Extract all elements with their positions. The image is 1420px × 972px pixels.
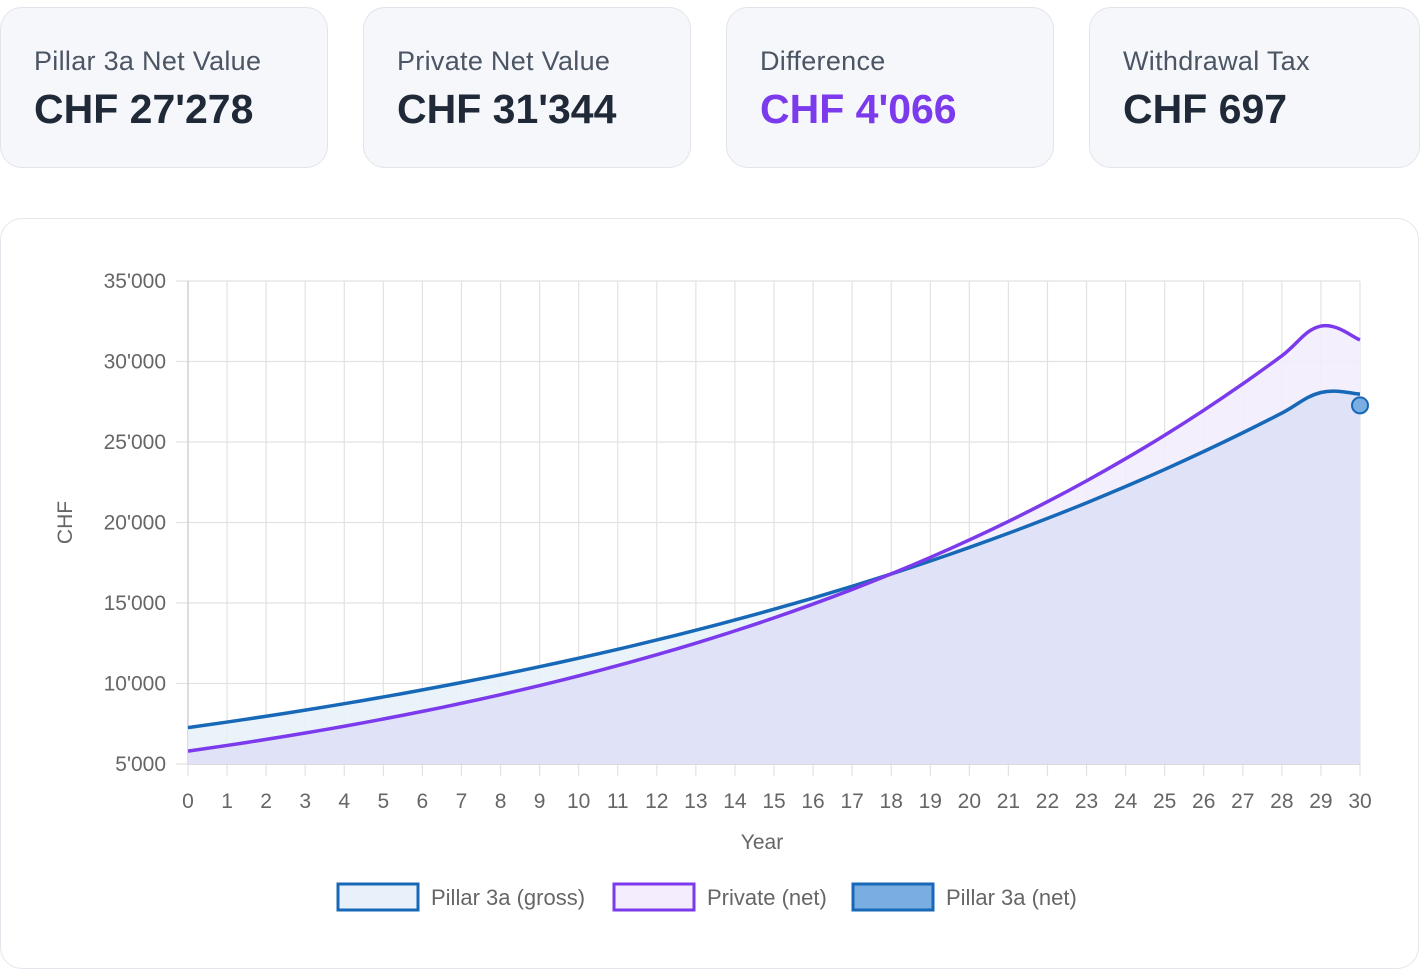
x-tick-label: 30 bbox=[1348, 790, 1371, 813]
card-value: CHF 4'066 bbox=[760, 86, 957, 132]
withdrawal-tax-card: Withdrawal Tax CHF 697 bbox=[1089, 7, 1420, 168]
card-label: Private Net Value bbox=[397, 46, 611, 76]
line-chart: 5'000 10'000 15'000 20'000 25'000 30'000 35'00… bbox=[54, 270, 1372, 912]
x-axis-title: Year bbox=[741, 831, 783, 854]
legend-pillar3a-net-label: Pillar 3a (net) bbox=[946, 885, 1077, 910]
x-tick-label: 12 bbox=[645, 790, 668, 813]
x-tick-label: 25 bbox=[1153, 790, 1176, 813]
x-tick-label: 18 bbox=[880, 790, 903, 813]
overlap-area bbox=[188, 391, 1360, 764]
x-tick-label: 14 bbox=[723, 790, 747, 813]
y-axis-title: CHF bbox=[54, 501, 77, 544]
x-tick-label: 27 bbox=[1231, 790, 1254, 813]
x-tick-label: 29 bbox=[1309, 790, 1332, 813]
y-tick-label: 10'000 bbox=[104, 673, 166, 696]
x-tick-label: 28 bbox=[1270, 790, 1293, 813]
difference-card: Difference CHF 4'066 bbox=[726, 7, 1054, 168]
legend-pillar3a-gross-swatch bbox=[336, 882, 420, 912]
chart-panel: 5'000 10'000 15'000 20'000 25'000 30'000 35'00… bbox=[0, 218, 1419, 969]
y-tick-label: 5'000 bbox=[115, 753, 166, 776]
card-value: CHF 31'344 bbox=[397, 86, 617, 132]
y-tick-label: 35'000 bbox=[104, 270, 166, 293]
card-label: Difference bbox=[760, 46, 886, 76]
card-value: CHF 697 bbox=[1123, 86, 1288, 132]
x-tick-label: 7 bbox=[456, 790, 468, 813]
legend-pillar3a-net-swatch bbox=[851, 882, 935, 912]
legend-private-net-label: Private (net) bbox=[707, 885, 827, 910]
x-tick-label: 6 bbox=[417, 790, 429, 813]
x-tick-label: 10 bbox=[567, 790, 590, 813]
x-tick-label: 23 bbox=[1075, 790, 1098, 813]
x-tick-label: 26 bbox=[1192, 790, 1215, 813]
x-tick-label: 24 bbox=[1114, 790, 1138, 813]
x-tick-label: 4 bbox=[338, 790, 350, 813]
pillar3a-gross-line bbox=[187, 389, 1361, 730]
x-tick-label: 19 bbox=[919, 790, 942, 813]
summary-cards: Pillar 3a Net Value CHF 27'278 Private N… bbox=[0, 7, 1420, 171]
y-tick-label: 30'000 bbox=[104, 351, 166, 374]
x-tick-label: 17 bbox=[840, 790, 863, 813]
x-tick-label: 5 bbox=[377, 790, 389, 813]
card-value: CHF 27'278 bbox=[34, 86, 254, 132]
x-tick-label: 15 bbox=[762, 790, 785, 813]
x-tick-label: 9 bbox=[534, 790, 546, 813]
y-tick-label: 15'000 bbox=[104, 592, 166, 615]
x-tick-label: 2 bbox=[260, 790, 272, 813]
legend-private-net-swatch bbox=[612, 882, 696, 912]
card-label: Withdrawal Tax bbox=[1123, 46, 1310, 76]
x-tick-label: 3 bbox=[299, 790, 311, 813]
x-tick-label: 11 bbox=[607, 790, 629, 813]
x-tick-label: 21 bbox=[997, 790, 1020, 813]
y-tick-label: 20'000 bbox=[104, 512, 166, 535]
private-net-value-card: Private Net Value CHF 31'344 bbox=[363, 7, 691, 168]
private-net-line bbox=[187, 323, 1361, 753]
x-tick-label: 20 bbox=[958, 790, 981, 813]
x-tick-label: 13 bbox=[684, 790, 707, 813]
x-tick-label: 1 bbox=[221, 790, 233, 813]
pillar3a-net-value-card: Pillar 3a Net Value CHF 27'278 bbox=[0, 7, 328, 168]
x-tick-label: 22 bbox=[1036, 790, 1059, 813]
x-tick-label: 16 bbox=[801, 790, 824, 813]
x-tick-label: 8 bbox=[495, 790, 507, 813]
pillar3a-net-point bbox=[1351, 396, 1369, 415]
y-tick-label: 25'000 bbox=[104, 431, 166, 454]
x-tick-label: 0 bbox=[182, 790, 194, 813]
legend-pillar3a-gross-label: Pillar 3a (gross) bbox=[431, 885, 585, 910]
card-label: Pillar 3a Net Value bbox=[34, 46, 262, 76]
